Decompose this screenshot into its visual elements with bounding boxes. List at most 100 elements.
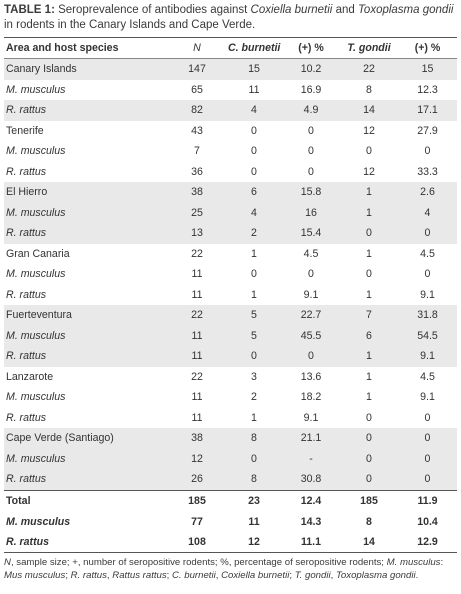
cell-cburnetii-count: 8	[226, 469, 282, 490]
cell-n: 38	[168, 182, 226, 203]
cell-tgondii-pct: 17.1	[398, 100, 457, 121]
cell-tgondii-pct: 0	[424, 268, 431, 281]
cell-tgondii-count: 1	[340, 182, 398, 203]
table-row: R. rattus 11 1 9.1 1 9.1	[4, 285, 457, 306]
table-row: R. rattus 13 2 15.4 0 0	[4, 223, 457, 244]
cell-tgondii-count: 0	[366, 145, 372, 158]
cell-cburnetii-count: 1	[251, 288, 257, 301]
cell-n: 13	[168, 223, 226, 244]
seroprevalence-table: Area and host species N C. burnetii (+) …	[4, 37, 457, 554]
cell-cburnetii-count: 1	[251, 411, 257, 424]
cell-cburnetii-count: 0	[226, 448, 282, 469]
cell-cburnetii-pct: 9.1	[303, 288, 319, 301]
cell-area: M. musculus	[6, 83, 66, 96]
cell-tgondii-count: 0	[366, 268, 372, 281]
cell-area: Fuerteventura	[4, 305, 168, 326]
cell-tgondii-count: 8	[366, 83, 372, 96]
table-row: R. rattus 11 0 0 1 9.1	[4, 346, 457, 367]
table-row: El Hierro 38 6 15.8 1 2.6	[4, 182, 457, 203]
table-row: M. musculus 11 0 0 0 0	[4, 264, 457, 285]
cell-tgondii-count: 7	[340, 305, 398, 326]
cell-n: 22	[191, 370, 203, 383]
cell-tgondii-pct: 0	[424, 411, 431, 424]
table-caption: TABLE 1: Seroprevalence of antibodies ag…	[4, 3, 457, 33]
cell-n: 65	[191, 83, 203, 96]
table-row: Canary Islands 147 15 10.2 22 15	[4, 58, 457, 80]
cell-tgondii-pct: 4	[398, 202, 457, 223]
table-row: M. musculus 65 11 16.9 8 12.3	[4, 80, 457, 101]
cell-tgondii-count: 1	[366, 370, 372, 383]
cell-area: Gran Canaria	[6, 247, 70, 260]
cell-n: 185	[168, 489, 226, 512]
cell-cburnetii-count: 0	[251, 268, 257, 281]
cell-area: M. musculus	[4, 325, 168, 346]
cell-cburnetii-pct: 21.1	[282, 428, 340, 449]
cell-cburnetii-count: 4	[226, 100, 282, 121]
cell-area: R. rattus	[4, 531, 168, 554]
cell-cburnetii-count: 0	[251, 124, 257, 137]
cell-tgondii-count: 0	[340, 223, 398, 244]
cell-n: 11	[191, 288, 203, 301]
cell-area: M. musculus	[4, 202, 168, 223]
cell-area: Lanzarote	[6, 370, 54, 383]
cell-tgondii-count: 8	[366, 515, 372, 528]
cell-area: R. rattus	[6, 165, 47, 178]
cell-tgondii-pct: 12.9	[398, 531, 457, 554]
cell-cburnetii-count: 11	[248, 83, 260, 96]
cell-cburnetii-pct: 10.2	[282, 58, 340, 80]
cell-n: 11	[191, 391, 203, 404]
table-row: M. musculus 12 0-0 0	[4, 448, 457, 469]
caption-text-3: in rodents in the Canary Islands and Cap…	[4, 19, 256, 31]
cell-cburnetii-count: 8	[226, 428, 282, 449]
cell-n: 26	[168, 469, 226, 490]
cell-n: 22	[168, 305, 226, 326]
cell-cburnetii-pct: 13.6	[300, 370, 322, 383]
cell-n: 43	[191, 124, 203, 137]
table-figure: TABLE 1: Seroprevalence of antibodies ag…	[4, 3, 457, 581]
cell-tgondii-count: 0	[340, 448, 398, 469]
col-header-area: Area and host species	[4, 37, 168, 59]
cell-tgondii-count: 6	[340, 325, 398, 346]
cell-n: 12	[168, 448, 226, 469]
table-row: R. rattus 36 0 0 12 33.3	[4, 162, 457, 183]
table-row: M. musculus 11 5 45.5 6 54.5	[4, 325, 457, 346]
cell-tgondii-pct: 9.1	[420, 391, 435, 404]
cell-tgondii-pct: 12.3	[417, 83, 438, 96]
cell-tgondii-pct: 0	[398, 428, 457, 449]
cell-cburnetii-count: 5	[226, 305, 282, 326]
cell-cburnetii-pct: 14.3	[300, 515, 322, 528]
cell-area: M. musculus	[6, 145, 66, 158]
cell-area: R. rattus	[4, 346, 168, 367]
table-row: M. musculus 25 4 16 1 4	[4, 202, 457, 223]
cell-area: Tenerife	[6, 124, 44, 137]
caption-pathogen-2: Toxoplasma gondii	[357, 4, 454, 16]
cell-tgondii-pct: 0	[398, 448, 457, 469]
cell-cburnetii-pct: 0	[308, 165, 314, 178]
cell-cburnetii-count: 12	[226, 531, 282, 554]
col-header-cb-pct: (+) %	[282, 37, 340, 59]
cell-tgondii-pct: 27.9	[417, 124, 438, 137]
cell-tgondii-pct: 4.5	[420, 370, 435, 383]
table-footnote: N, sample size; +, number of seropositiv…	[4, 557, 444, 581]
cell-cburnetii-pct: -	[282, 448, 340, 469]
cell-cburnetii-pct: 0	[282, 346, 340, 367]
cell-n: 11	[168, 325, 226, 346]
table-body: Canary Islands 147 15 10.2 22 15 M. musculus 65…	[4, 58, 457, 554]
cell-tgondii-pct: 10.4	[417, 515, 438, 528]
cell-tgondii-pct: 2.6	[398, 182, 457, 203]
cell-tgondii-count: 12	[363, 124, 375, 137]
table-row: M. musculus 7 0 0 0 0	[4, 141, 457, 162]
cell-tgondii-count: 22	[340, 58, 398, 80]
cell-n: 7	[194, 145, 200, 158]
cell-cburnetii-count: 5	[226, 325, 282, 346]
cell-tgondii-pct: 0	[398, 223, 457, 244]
cell-area: M. musculus	[4, 448, 168, 469]
cell-cburnetii-pct: 16	[282, 202, 340, 223]
caption-text-2: and	[332, 4, 358, 16]
cell-tgondii-count: 14	[340, 100, 398, 121]
cell-cburnetii-pct: 22.7	[282, 305, 340, 326]
cell-cburnetii-pct: 4.5	[303, 247, 319, 260]
cell-cburnetii-count: 0	[251, 165, 257, 178]
cell-area: El Hierro	[4, 182, 168, 203]
cell-cburnetii-pct: 11.1	[282, 531, 340, 554]
